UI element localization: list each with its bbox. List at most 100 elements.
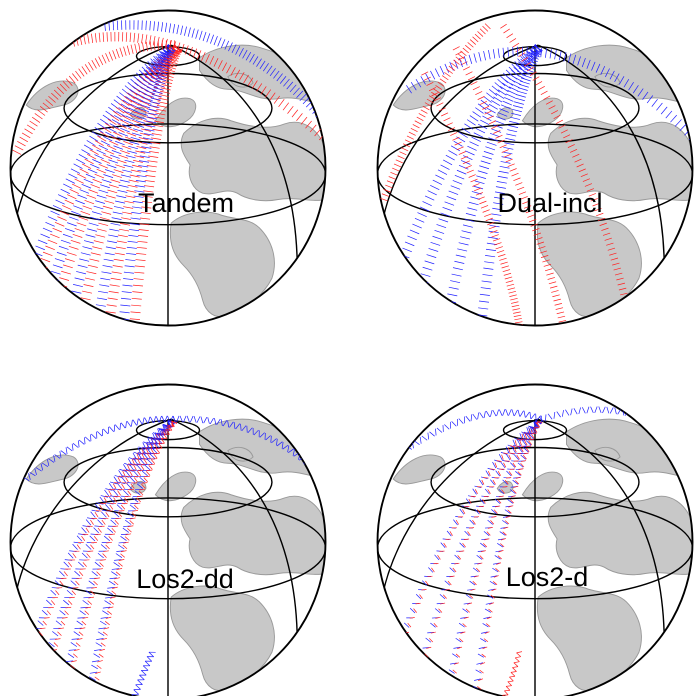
track-tick bbox=[513, 76, 524, 83]
track-tick bbox=[409, 229, 420, 235]
track-tick bbox=[86, 271, 97, 275]
track-tick bbox=[140, 128, 151, 132]
track-tick bbox=[498, 254, 506, 257]
track-tick bbox=[42, 620, 47, 626]
track-tick bbox=[477, 96, 485, 100]
track-tick bbox=[468, 54, 473, 65]
track-tick bbox=[517, 446, 523, 453]
track-tick bbox=[510, 83, 520, 89]
track-tick bbox=[114, 424, 120, 431]
track-tick bbox=[114, 475, 122, 478]
track-tick bbox=[153, 453, 158, 459]
track-tick bbox=[120, 150, 130, 155]
track-tick bbox=[453, 59, 460, 65]
track-tick bbox=[103, 174, 114, 178]
track-tick bbox=[471, 136, 481, 142]
track-tick bbox=[484, 608, 492, 613]
track-tick bbox=[494, 82, 503, 90]
track-tick bbox=[434, 554, 440, 561]
track-tick bbox=[86, 553, 91, 558]
track-tick bbox=[637, 412, 639, 420]
track-tick bbox=[47, 459, 50, 467]
track-tick bbox=[126, 469, 134, 472]
track-tick bbox=[112, 211, 123, 215]
track-tick bbox=[188, 46, 193, 56]
track-tick bbox=[108, 140, 119, 146]
track-tick bbox=[505, 446, 510, 454]
track-tick bbox=[102, 154, 113, 160]
track-tick bbox=[217, 37, 222, 47]
track-tick bbox=[270, 435, 272, 443]
track-tick bbox=[158, 443, 163, 449]
track-tick bbox=[516, 454, 520, 460]
track-tick bbox=[387, 286, 398, 291]
track-tick bbox=[551, 110, 559, 115]
track-tick bbox=[115, 48, 120, 59]
track-tick bbox=[81, 163, 92, 169]
track-tick bbox=[122, 169, 133, 173]
track-tick bbox=[269, 92, 276, 101]
track-tick bbox=[532, 47, 542, 53]
track-tick bbox=[243, 74, 249, 84]
track-tick bbox=[415, 602, 421, 605]
track-tick bbox=[69, 596, 75, 599]
track-tick bbox=[491, 588, 497, 591]
track-tick bbox=[502, 151, 513, 155]
track-tick bbox=[407, 320, 418, 324]
track-tick bbox=[87, 600, 93, 605]
track-tick bbox=[71, 210, 81, 216]
track-tick bbox=[117, 123, 127, 129]
track-tick bbox=[130, 169, 141, 173]
track-tick bbox=[129, 229, 140, 232]
track-tick bbox=[28, 473, 31, 480]
track-tick bbox=[480, 99, 490, 107]
track-tick bbox=[39, 106, 48, 113]
tracks-los2-dd bbox=[10, 415, 326, 696]
track-tick bbox=[186, 415, 190, 423]
track-tick bbox=[99, 496, 105, 504]
track-tick bbox=[503, 146, 514, 150]
track-tick bbox=[148, 651, 154, 658]
track-tick bbox=[108, 580, 116, 586]
track-tick bbox=[430, 70, 436, 80]
track-tick bbox=[505, 158, 513, 163]
track-tick bbox=[92, 159, 102, 164]
track-tick bbox=[519, 410, 524, 417]
track-tick bbox=[507, 499, 514, 504]
track-tick bbox=[398, 647, 404, 649]
track-tick bbox=[519, 440, 522, 446]
track-tick bbox=[78, 216, 89, 221]
track-tick bbox=[135, 120, 146, 124]
track-tick bbox=[65, 660, 74, 662]
track-tick bbox=[523, 432, 529, 435]
track-tick bbox=[127, 512, 134, 518]
track-tick bbox=[455, 51, 463, 56]
track-tick bbox=[107, 606, 114, 609]
track-tick bbox=[124, 519, 132, 525]
track-tick bbox=[520, 77, 531, 82]
track-tick bbox=[454, 174, 465, 180]
track-tick bbox=[433, 623, 438, 628]
track-tick bbox=[482, 499, 486, 504]
track-tick bbox=[110, 179, 121, 183]
track-tick bbox=[424, 653, 429, 658]
track-tick bbox=[150, 77, 161, 82]
track-tick bbox=[95, 671, 101, 674]
track-tick bbox=[115, 246, 126, 250]
track-tick bbox=[455, 637, 462, 643]
track-tick bbox=[507, 163, 515, 168]
track-tick bbox=[149, 146, 160, 149]
track-tick bbox=[458, 622, 465, 628]
track-tick bbox=[498, 488, 504, 495]
track-tick bbox=[78, 68, 85, 77]
track-tick bbox=[146, 458, 153, 465]
track-tick bbox=[134, 504, 139, 510]
track-tick bbox=[134, 190, 145, 193]
track-tick bbox=[59, 688, 66, 693]
track-tick bbox=[501, 454, 504, 460]
track-tick bbox=[618, 76, 625, 85]
track-tick bbox=[287, 105, 294, 114]
track-tick bbox=[132, 284, 144, 287]
track-tick bbox=[463, 602, 471, 605]
track-tick bbox=[440, 542, 446, 548]
